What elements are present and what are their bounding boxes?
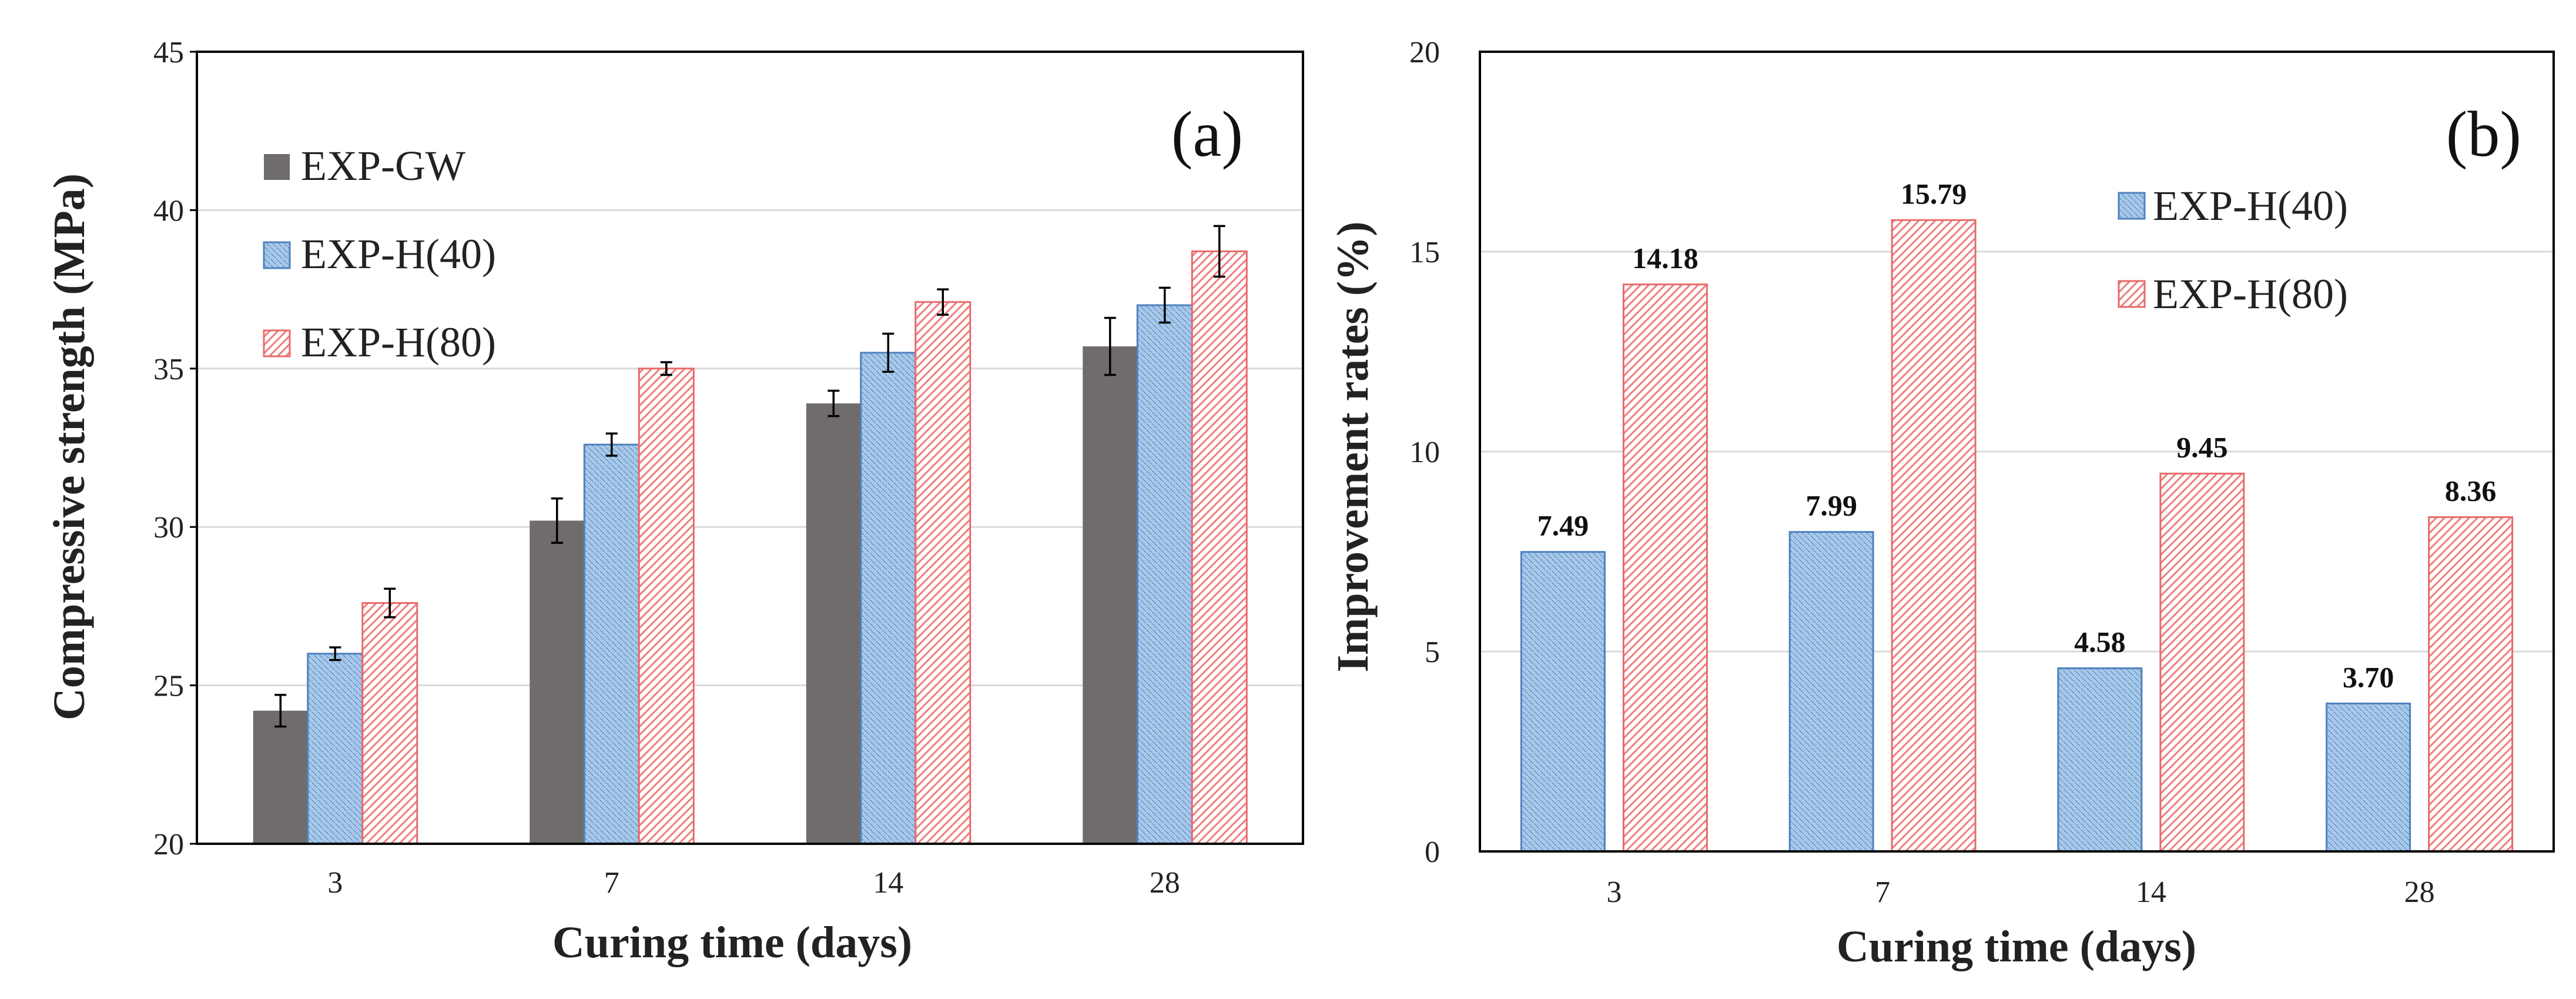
error-bar-exp-gw-28 xyxy=(1104,316,1116,376)
data-label-exp-h-80-3: 14.18 xyxy=(1632,242,1699,275)
data-label-exp-h-40-7: 7.99 xyxy=(1805,489,1857,522)
data-label-exp-h-80-14: 9.45 xyxy=(2176,430,2228,463)
panel-b-bars xyxy=(1520,219,2514,853)
legend-swatch-exp-h40-b xyxy=(2118,192,2146,220)
data-label-exp-h-40-28: 3.70 xyxy=(2343,660,2394,693)
legend-label-exp-h40-b: EXP-H(40) xyxy=(2153,182,2348,229)
y-tick-label: 15 xyxy=(1409,236,1440,269)
bar-exp-h-40-3 xyxy=(1520,551,1606,853)
bar-exp-h-80-7 xyxy=(1891,219,1977,853)
bar-exp-gw-14 xyxy=(806,403,861,844)
y-tick-label: 25 xyxy=(153,670,184,703)
error-bar-exp-h-80-14 xyxy=(937,288,949,316)
bar-exp-h-40-7 xyxy=(1788,531,1874,853)
x-tick-label: 3 xyxy=(327,866,343,900)
legend-swatch-exp-gw xyxy=(264,154,290,180)
panel-b-label: (b) xyxy=(2446,98,2521,170)
bar-exp-h-40-14 xyxy=(860,352,917,845)
panel-b-x-ticks: 3 7 14 28 xyxy=(1606,876,2434,909)
y-tick-label: 0 xyxy=(1425,836,1440,869)
y-tick-label: 35 xyxy=(153,353,184,386)
legend-swatch-exp-h80 xyxy=(263,329,291,357)
x-tick-label: 7 xyxy=(604,866,619,900)
bar-exp-h-80-3 xyxy=(1622,283,1708,853)
error-bar-exp-gw-14 xyxy=(828,389,840,417)
panel-b-chart: 7.49 14.18 7.99 15.79 4.58 9.45 3.70 8.36 0 5 10 1… xyxy=(1328,36,2555,971)
bar-exp-h-80-14 xyxy=(2159,472,2245,853)
panel-a-legend: EXP-GW EXP-H(40) EXP-H(80) xyxy=(263,142,496,366)
panel-b-y-ticks: 0 5 10 15 20 xyxy=(1409,36,1440,869)
y-tick-label: 5 xyxy=(1425,636,1440,669)
legend-swatch-exp-h80-b xyxy=(2118,280,2146,308)
data-label-exp-h-80-7: 15.79 xyxy=(1901,177,1967,210)
panel-a-error-bars xyxy=(274,225,1225,728)
legend-label-exp-h80-b: EXP-H(80) xyxy=(2153,270,2348,318)
panel-b-plot-frame xyxy=(1479,51,2555,853)
bar-exp-h-40-3 xyxy=(307,653,364,845)
panel-b-legend: EXP-H(40) EXP-H(80) xyxy=(2118,182,2348,318)
y-tick-label: 20 xyxy=(153,828,184,861)
error-bar-exp-gw-7 xyxy=(551,497,563,544)
error-bar-exp-gw-3 xyxy=(274,694,287,728)
bar-exp-gw-7 xyxy=(530,520,585,844)
x-tick-label: 28 xyxy=(2404,876,2435,909)
legend-label-exp-gw: EXP-GW xyxy=(301,142,465,189)
legend-label-exp-h80: EXP-H(80) xyxy=(301,319,496,366)
panel-a-chart: 20 25 30 35 40 45 3 7 14 28 Curing time (days) C… xyxy=(45,36,1304,967)
bar-exp-h-40-28 xyxy=(2326,702,2411,853)
bar-exp-h-80-14 xyxy=(915,301,972,845)
error-bar-exp-h-40-7 xyxy=(605,432,618,457)
panel-b-data-labels: 7.49 14.18 7.99 15.79 4.58 9.45 3.70 8.36 xyxy=(1537,177,2497,693)
y-tick-label: 45 xyxy=(153,36,184,69)
panel-a-x-axis-title: Curing time (days) xyxy=(552,918,912,967)
panel-a-plot-frame xyxy=(196,51,1304,845)
panel-b-y-axis-title: Improvement rates (%) xyxy=(1328,222,1378,673)
bar-exp-h-40-28 xyxy=(1136,304,1193,845)
panel-a-x-ticks: 3 7 14 28 xyxy=(327,866,1180,900)
panel-b-x-axis-title: Curing time (days) xyxy=(1837,922,2196,971)
x-tick-label: 7 xyxy=(1875,876,1890,909)
data-label-exp-h-80-28: 8.36 xyxy=(2445,475,2497,507)
legend-label-exp-h40: EXP-H(40) xyxy=(301,230,496,278)
bar-exp-h-80-28 xyxy=(2428,516,2514,853)
data-label-exp-h-40-3: 7.49 xyxy=(1537,509,1589,542)
bar-exp-h-80-3 xyxy=(361,602,418,845)
y-tick-label: 20 xyxy=(1409,36,1440,69)
x-tick-label: 3 xyxy=(1606,876,1622,909)
error-bar-exp-h-40-28 xyxy=(1158,286,1171,324)
bar-exp-h-80-28 xyxy=(1191,250,1248,845)
bar-exp-h-40-7 xyxy=(583,443,640,845)
bar-exp-h-80-7 xyxy=(638,367,695,845)
panel-a-label: (a) xyxy=(1171,98,1243,170)
panel-a-y-ticks: 20 25 30 35 40 45 xyxy=(153,36,197,861)
bar-exp-h-40-14 xyxy=(2057,667,2143,853)
x-tick-label: 14 xyxy=(873,866,903,900)
y-tick-label: 30 xyxy=(153,511,184,544)
error-bar-exp-h-80-3 xyxy=(384,587,396,619)
y-tick-label: 40 xyxy=(153,194,184,228)
legend-swatch-exp-h40 xyxy=(263,241,291,269)
y-tick-label: 10 xyxy=(1409,436,1440,469)
bar-exp-gw-3 xyxy=(253,710,308,844)
x-tick-label: 28 xyxy=(1150,866,1180,900)
panel-a-y-axis-title: Compressive strength (MPa) xyxy=(45,173,94,720)
data-label-exp-h-40-14: 4.58 xyxy=(2074,626,2126,659)
error-bar-exp-h-40-14 xyxy=(882,332,895,373)
bar-exp-gw-28 xyxy=(1083,346,1138,844)
error-bar-exp-h-40-3 xyxy=(329,646,341,661)
error-bar-exp-h-80-7 xyxy=(660,361,672,376)
x-tick-label: 14 xyxy=(2136,876,2166,909)
error-bar-exp-h-80-28 xyxy=(1213,225,1225,278)
